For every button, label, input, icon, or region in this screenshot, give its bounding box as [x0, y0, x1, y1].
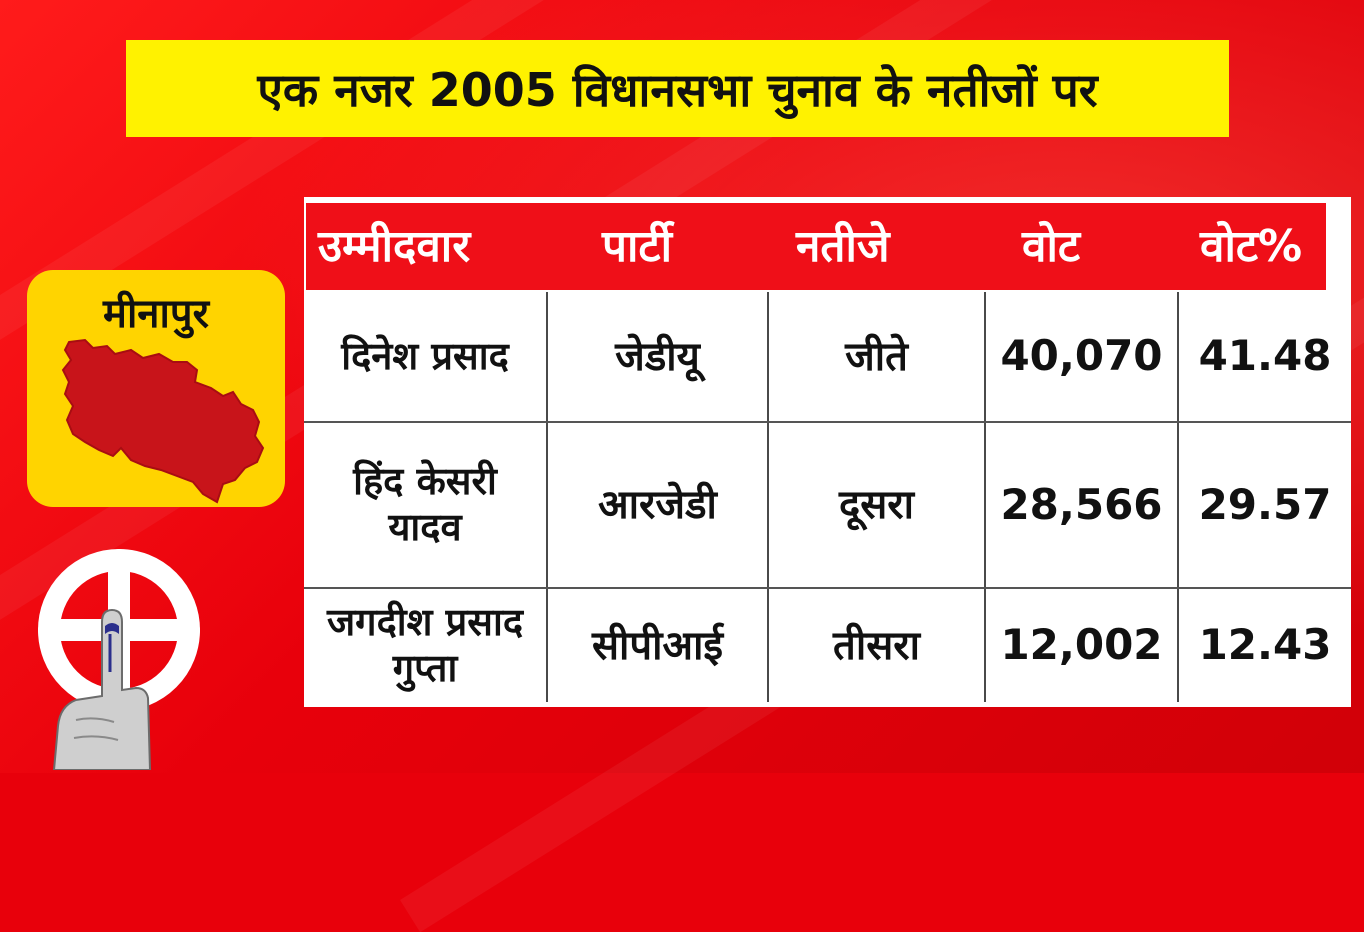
header-vote-pct: वोट% — [1200, 221, 1303, 272]
row2-result: दूसरा — [839, 482, 914, 528]
row3-vote-pct: 12.43 — [1198, 620, 1332, 670]
row1-vote-pct: 41.48 — [1198, 331, 1332, 381]
column-divider — [984, 292, 986, 702]
row3-result: तीसरा — [833, 622, 920, 669]
swastika-ballot-icon — [38, 549, 200, 770]
row2-vote-pct: 29.57 — [1198, 479, 1332, 529]
row1-votes: 40,070 — [1000, 331, 1163, 381]
page-title: एक नजर 2005 विधानसभा चुनाव के नतीजों पर — [257, 62, 1098, 117]
row1-candidate: दिनेश प्रसाद — [341, 333, 509, 378]
header-candidate: उम्मीदवार — [318, 221, 471, 272]
row-divider — [304, 421, 1351, 423]
row3-votes: 12,002 — [1000, 620, 1163, 670]
column-divider — [767, 292, 769, 702]
row1-result: जीते — [845, 333, 908, 380]
row2-votes: 28,566 — [1000, 479, 1163, 529]
header-party: पार्टी — [602, 221, 672, 272]
row3-party: सीपीआई — [592, 622, 723, 669]
inked-finger-icon — [52, 608, 152, 770]
row-divider — [304, 587, 1351, 589]
row1-party: जेडीयू — [615, 333, 700, 380]
header-votes: वोट — [1022, 221, 1081, 272]
row2-party: आरजेडी — [598, 482, 717, 528]
constituency-map-icon — [61, 338, 265, 504]
row3-candidate: जगदीश प्रसाद गुप्ता — [326, 599, 523, 690]
constituency-card: मीनापुर — [27, 270, 285, 507]
column-divider — [1177, 292, 1179, 702]
column-divider — [546, 292, 548, 702]
results-table: उम्मीदवार पार्टी नतीजे वोट वोट% दिनेश प्… — [304, 197, 1351, 707]
constituency-name: मीनापुर — [103, 291, 209, 337]
table-header: उम्मीदवार पार्टी नतीजे वोट वोट% — [306, 203, 1326, 290]
row2-candidate: हिंद केसरी यादव — [353, 459, 497, 549]
title-banner: एक नजर 2005 विधानसभा चुनाव के नतीजों पर — [126, 40, 1229, 137]
header-result: नतीजे — [796, 221, 890, 272]
